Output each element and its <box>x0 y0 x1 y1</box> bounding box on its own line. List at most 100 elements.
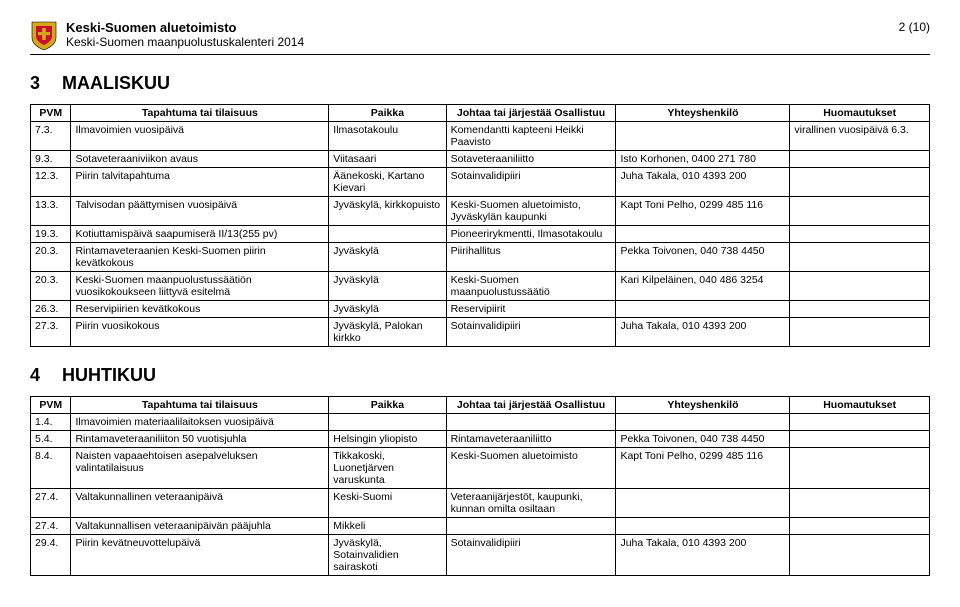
col-johtaa: Johtaa tai järjestää Osallistuu <box>446 105 616 122</box>
cell-yhteys: Pekka Toivonen, 040 738 4450 <box>616 431 790 448</box>
cell-johtaa: Keski-Suomen maanpuolustussäätiö <box>446 272 616 301</box>
cell-huom <box>790 448 930 489</box>
table-row: 29.4.Piirin kevätneuvottelupäiväJyväskyl… <box>31 535 930 576</box>
header-title: Keski-Suomen aluetoimisto <box>66 20 899 35</box>
cell-paikka: Jyväskylä, Palokan kirkko <box>329 318 446 347</box>
cell-tapahtuma: Kotiuttamispäivä saapumiserä II/13(255 p… <box>71 226 329 243</box>
cell-tapahtuma: Rintamaveteraanien Keski-Suomen piirin k… <box>71 243 329 272</box>
cell-huom: virallinen vuosipäivä 6.3. <box>790 122 930 151</box>
cell-tapahtuma: Naisten vapaaehtoisen asepalveluksen val… <box>71 448 329 489</box>
cell-johtaa: Rintamaveteraaniliitto <box>446 431 616 448</box>
header-text: Keski-Suomen aluetoimisto Keski-Suomen m… <box>66 20 899 49</box>
cell-tapahtuma: Ilmavoimien materiaalilaitoksen vuosipäi… <box>71 414 329 431</box>
cell-pvm: 13.3. <box>31 197 71 226</box>
table-row: 13.3.Talvisodan päättymisen vuosipäiväJy… <box>31 197 930 226</box>
cell-pvm: 1.4. <box>31 414 71 431</box>
col-pvm: PVM <box>31 397 71 414</box>
cell-tapahtuma: Valtakunnallisen veteraanipäivän pääjuhl… <box>71 518 329 535</box>
col-huom: Huomautukset <box>790 105 930 122</box>
cell-tapahtuma: Piirin talvitapahtuma <box>71 168 329 197</box>
cell-yhteys <box>616 518 790 535</box>
cell-huom <box>790 168 930 197</box>
cell-pvm: 20.3. <box>31 272 71 301</box>
table-row: 27.3.Piirin vuosikokousJyväskylä, Paloka… <box>31 318 930 347</box>
cell-pvm: 9.3. <box>31 151 71 168</box>
header-subtitle: Keski-Suomen maanpuolustuskalenteri 2014 <box>66 35 899 49</box>
cell-tapahtuma: Reservipiirien kevätkokous <box>71 301 329 318</box>
cell-huom <box>790 197 930 226</box>
cell-paikka <box>329 226 446 243</box>
cell-tapahtuma: Sotaveteraaniviikon avaus <box>71 151 329 168</box>
cell-yhteys: Pekka Toivonen, 040 738 4450 <box>616 243 790 272</box>
section-name: HUHTIKUU <box>62 365 156 386</box>
cell-huom <box>790 301 930 318</box>
cell-yhteys: Kapt Toni Pelho, 0299 485 116 <box>616 197 790 226</box>
cell-yhteys <box>616 301 790 318</box>
cell-paikka: Viitasaari <box>329 151 446 168</box>
section-number: 3 <box>30 73 62 94</box>
cell-paikka: Jyväskylä <box>329 243 446 272</box>
cell-pvm: 27.3. <box>31 318 71 347</box>
cell-pvm: 20.3. <box>31 243 71 272</box>
cell-tapahtuma: Piirin vuosikokous <box>71 318 329 347</box>
cell-pvm: 27.4. <box>31 518 71 535</box>
col-paikka: Paikka <box>329 397 446 414</box>
col-pvm: PVM <box>31 105 71 122</box>
cell-tapahtuma: Piirin kevätneuvottelupäivä <box>71 535 329 576</box>
cell-huom <box>790 518 930 535</box>
cell-huom <box>790 489 930 518</box>
section-number: 4 <box>30 365 62 386</box>
cell-pvm: 7.3. <box>31 122 71 151</box>
cell-pvm: 29.4. <box>31 535 71 576</box>
cell-paikka: Ilmasotakoulu <box>329 122 446 151</box>
cell-johtaa: Sotainvalidipiiri <box>446 318 616 347</box>
cell-yhteys <box>616 414 790 431</box>
cell-yhteys: Juha Takala, 010 4393 200 <box>616 535 790 576</box>
cell-tapahtuma: Ilmavoimien vuosipäivä <box>71 122 329 151</box>
table-header-row: PVMTapahtuma tai tilaisuusPaikkaJohtaa t… <box>31 397 930 414</box>
table-row: 20.3.Rintamaveteraanien Keski-Suomen pii… <box>31 243 930 272</box>
crest-icon <box>30 20 58 52</box>
cell-yhteys: Isto Korhonen, 0400 271 780 <box>616 151 790 168</box>
table-row: 1.4.Ilmavoimien materiaalilaitoksen vuos… <box>31 414 930 431</box>
col-paikka: Paikka <box>329 105 446 122</box>
cell-johtaa: Sotaveteraaniliitto <box>446 151 616 168</box>
cell-johtaa: Sotainvalidipiiri <box>446 535 616 576</box>
table-row: 26.3.Reservipiirien kevätkokousJyväskylä… <box>31 301 930 318</box>
cell-johtaa: Veteraanijärjestöt, kaupunki, kunnan omi… <box>446 489 616 518</box>
cell-huom <box>790 272 930 301</box>
cell-yhteys <box>616 122 790 151</box>
table-header-row: PVMTapahtuma tai tilaisuusPaikkaJohtaa t… <box>31 105 930 122</box>
cell-yhteys <box>616 226 790 243</box>
table-row: 27.4.Valtakunnallinen veteraanipäiväKesk… <box>31 489 930 518</box>
col-johtaa: Johtaa tai järjestää Osallistuu <box>446 397 616 414</box>
cell-pvm: 27.4. <box>31 489 71 518</box>
col-yhteys: Yhteyshenkilö <box>616 397 790 414</box>
cell-pvm: 8.4. <box>31 448 71 489</box>
cell-paikka: Mikkeli <box>329 518 446 535</box>
cell-tapahtuma: Rintamaveteraaniliiton 50 vuotisjuhla <box>71 431 329 448</box>
cell-johtaa <box>446 414 616 431</box>
cell-johtaa: Sotainvalidipiiri <box>446 168 616 197</box>
cell-huom <box>790 431 930 448</box>
cell-paikka: Jyväskylä <box>329 301 446 318</box>
cell-yhteys: Kari Kilpeläinen, 040 486 3254 <box>616 272 790 301</box>
cell-johtaa: Reservipiirit <box>446 301 616 318</box>
cell-huom <box>790 535 930 576</box>
cell-pvm: 19.3. <box>31 226 71 243</box>
cell-pvm: 12.3. <box>31 168 71 197</box>
cell-paikka: Keski-Suomi <box>329 489 446 518</box>
cell-yhteys: Juha Takala, 010 4393 200 <box>616 318 790 347</box>
section-name: MAALISKUU <box>62 73 170 94</box>
event-table: PVMTapahtuma tai tilaisuusPaikkaJohtaa t… <box>30 104 930 347</box>
cell-huom <box>790 226 930 243</box>
table-row: 27.4.Valtakunnallisen veteraanipäivän pä… <box>31 518 930 535</box>
table-row: 9.3.Sotaveteraaniviikon avausViitasaariS… <box>31 151 930 168</box>
cell-johtaa: Keski-Suomen aluetoimisto <box>446 448 616 489</box>
cell-paikka: Äänekoski, Kartano Kievari <box>329 168 446 197</box>
table-row: 19.3.Kotiuttamispäivä saapumiserä II/13(… <box>31 226 930 243</box>
table-row: 12.3.Piirin talvitapahtumaÄänekoski, Kar… <box>31 168 930 197</box>
cell-paikka: Tikkakoski, Luonetjärven varuskunta <box>329 448 446 489</box>
cell-johtaa: Piirihallitus <box>446 243 616 272</box>
section-title: 3MAALISKUU <box>30 73 930 94</box>
